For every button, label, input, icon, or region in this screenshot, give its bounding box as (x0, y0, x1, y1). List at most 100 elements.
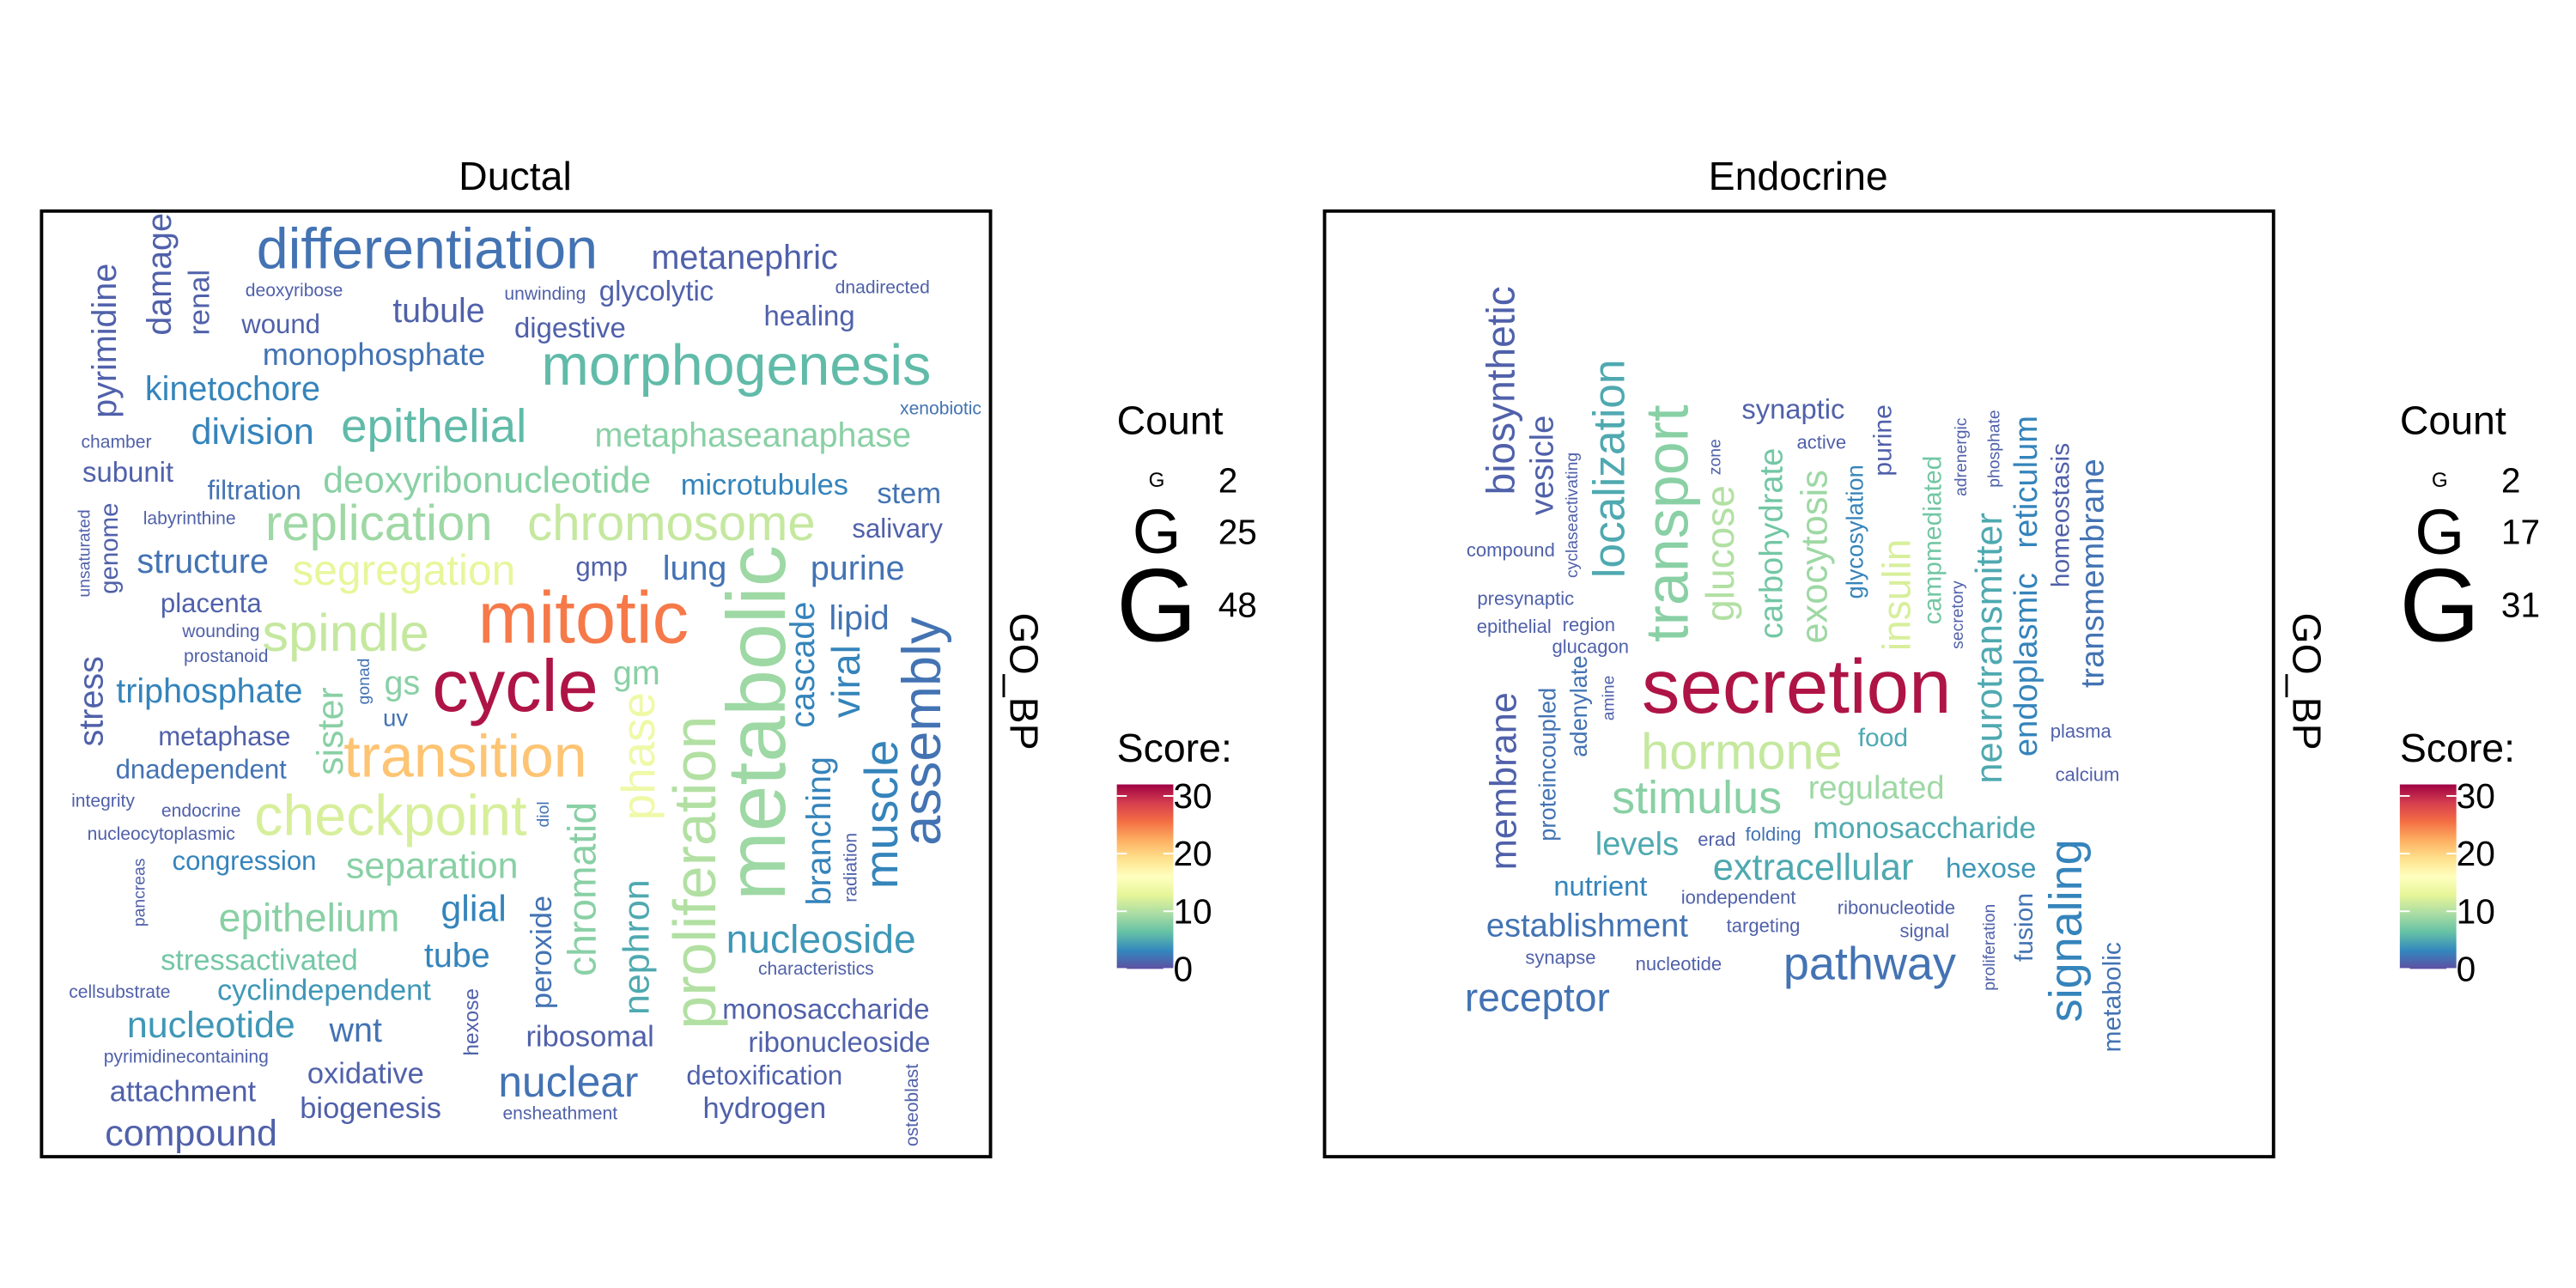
panel-title: Ductal (459, 154, 572, 198)
word: glycosylation (1842, 465, 1868, 598)
colorbar (2399, 784, 2457, 969)
word: biogenesis (300, 1092, 441, 1125)
word: spindle (262, 604, 428, 663)
word: microtubules (681, 469, 848, 501)
word: purine (811, 550, 905, 587)
word: peroxide (526, 896, 558, 1009)
word: compound (1467, 539, 1555, 561)
colorbar (1116, 784, 1174, 969)
word: glycolytic (599, 275, 714, 307)
colorbar-label: 20 (2457, 834, 2495, 873)
word: phosphate (1985, 410, 2004, 487)
word: targeting (1727, 915, 1801, 937)
count-key-glyph: G (1116, 547, 1197, 664)
count-key-glyph: G (2432, 469, 2448, 492)
colorbar-label: 10 (2457, 891, 2495, 931)
panel: Endocrine GO_BP biosynthetic vesicle localiz… (1322, 154, 2540, 1159)
word: deoxyribose (246, 281, 343, 301)
word: proliferation (661, 716, 728, 1030)
word: endoplasmic (2008, 573, 2044, 756)
colorbar-label: 30 (1173, 776, 1212, 816)
word: region (1563, 614, 1615, 635)
word: metaphase (158, 721, 290, 751)
word: differentiation (257, 217, 598, 281)
word: stimulus (1612, 772, 1782, 823)
word: detoxification (686, 1060, 842, 1091)
count-legend-label: 48 (1218, 586, 1257, 625)
word: gm (613, 654, 660, 692)
panel: Ductal GO_BP differentiation metanephric deo… (39, 154, 1257, 1159)
word: endocrine (161, 801, 241, 821)
word: diol (534, 801, 553, 827)
word: mitotic (478, 578, 689, 659)
y-axis-label: GO_BP (1001, 613, 1046, 750)
word: subunit (82, 456, 173, 488)
word: epithelial (341, 398, 526, 452)
word: calcium (2056, 763, 2120, 785)
word: nutrient (1553, 870, 1647, 902)
word: dnadependent (116, 755, 288, 785)
word: fusion (2010, 893, 2038, 962)
word: morphogenesis (541, 334, 931, 398)
word: folding (1746, 823, 1801, 845)
word: glucagon (1552, 635, 1630, 657)
word: ribonucleoside (748, 1026, 930, 1058)
word: uv (383, 705, 408, 732)
word: segregation (292, 546, 515, 594)
word: kinetochore (145, 370, 320, 408)
word: salivary (852, 513, 943, 544)
word: xenobiotic (900, 399, 981, 419)
colorbar-label: 0 (1173, 949, 1193, 988)
score-legend-title: Score: (1117, 726, 1232, 770)
word: synaptic (1741, 393, 1844, 425)
word: hormone (1641, 722, 1842, 780)
word: levels (1595, 826, 1679, 863)
word: neurotransmitter (1969, 513, 2010, 784)
word: campmediated (1918, 456, 1947, 625)
word: extracellular (1713, 847, 1914, 888)
panel-border (39, 209, 993, 1159)
word: oxidative (307, 1057, 424, 1090)
word: secretory (1948, 580, 1967, 649)
word: localization (1584, 359, 1634, 578)
word: erad (1698, 829, 1735, 850)
word: genome (95, 503, 124, 594)
word: unsaturated (76, 509, 94, 597)
count-legend-label: 31 (2501, 586, 2540, 625)
word: metabolic (2099, 942, 2127, 1052)
word: wounding (181, 622, 259, 641)
word: osteoblast (902, 1064, 922, 1146)
word: lung (663, 550, 727, 587)
word: biosynthetic (1479, 286, 1523, 495)
word: digestive (514, 312, 626, 343)
word: deoxyribonucleotide (323, 459, 651, 501)
word: labyrinthine (143, 508, 236, 528)
word: tube (424, 937, 490, 975)
count-legend-label: 25 (1218, 512, 1257, 551)
word: nucleotide (1636, 953, 1722, 975)
word: nucleotide (127, 1005, 295, 1046)
word: compound (105, 1113, 277, 1154)
word: pancreas (131, 859, 149, 927)
word: attachment (110, 1076, 257, 1109)
word: food (1858, 724, 1908, 752)
word: chromosome (527, 495, 816, 551)
word: hydrogen (703, 1092, 827, 1125)
word: establishment (1486, 908, 1689, 945)
word: nucleoside (726, 917, 916, 962)
word: triphosphate (116, 672, 302, 710)
word: active (1796, 431, 1846, 453)
word: proliferation (1980, 904, 1999, 991)
word: assembly (892, 617, 952, 846)
word: glial (440, 889, 506, 930)
word: transition (343, 723, 586, 790)
colorbar-label: 0 (2457, 949, 2476, 988)
count-key-glyph: G (2415, 496, 2464, 568)
count-legend-title: Count (1117, 398, 1224, 443)
word: transport (1633, 404, 1700, 641)
word: iondependent (1681, 887, 1796, 908)
word: monosaccharide (722, 993, 929, 1024)
word: chromatid (559, 802, 604, 976)
colorbar-label: 10 (1173, 891, 1212, 931)
